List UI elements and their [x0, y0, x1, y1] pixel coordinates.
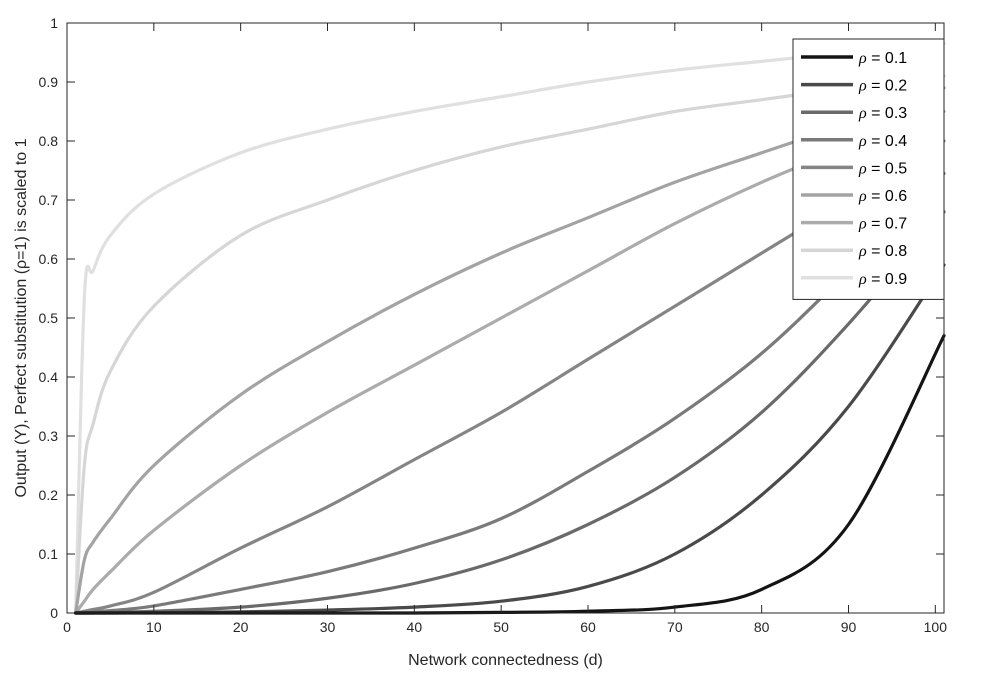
legend-box [792, 38, 945, 300]
y-tick-label: 0.5 [39, 310, 59, 326]
x-tick-label: 90 [841, 619, 857, 635]
x-tick-label: 50 [493, 619, 509, 635]
y-tick-label: 0.7 [39, 192, 59, 208]
x-tick-label: 0 [63, 619, 71, 635]
y-tick-label: 0.8 [39, 133, 59, 149]
y-tick-label: 0.3 [39, 428, 59, 444]
legend: ρ = 0.1 ρ = 0.2 ρ = 0.3 ρ = 0.4 ρ = 0.5 ρ = 0… [792, 38, 945, 300]
series-line-5 [74, 139, 946, 615]
series-line-9 [74, 42, 946, 615]
series-line-8 [74, 74, 946, 615]
y-tick-label: 0 [50, 605, 58, 621]
legend-entry: ρ = 0.4 [858, 133, 907, 150]
series-line-7 [74, 109, 946, 615]
x-tick-label: 80 [754, 619, 770, 635]
legend-entry: ρ = 0.7 [858, 216, 907, 233]
x-tick-label: 20 [233, 619, 249, 635]
x-axis-label: Network connectedness (d) [408, 652, 603, 669]
y-tick-label: 0.9 [39, 74, 59, 90]
y-axis-label: Output (Y), Perfect substitution (ρ=1) i… [13, 138, 30, 497]
legend-entry: ρ = 0.6 [858, 188, 907, 205]
y-tick-label: 0.6 [39, 251, 59, 267]
legend-entry: ρ = 0.3 [858, 105, 907, 122]
legend-entry: ρ = 0.2 [858, 78, 907, 95]
legend-entry: ρ = 0.9 [858, 271, 907, 288]
legend-entry: ρ = 0.5 [858, 160, 907, 177]
x-tick-label: 30 [320, 619, 336, 635]
y-tick-label: 0.1 [39, 546, 59, 562]
tick-layer: 0 10 20 30 40 50 60 70 80 90 100 0 0.1 0.2 0.3 0.4 0.5 0.… [39, 15, 948, 635]
x-tick-label: 100 [924, 619, 948, 635]
y-tick-label: 0.2 [39, 487, 59, 503]
x-tick-label: 10 [146, 619, 162, 635]
x-tick-label: 40 [407, 619, 423, 635]
legend-entry: ρ = 0.8 [858, 243, 907, 260]
series-line-6 [74, 86, 946, 615]
x-tick-label: 60 [580, 619, 596, 635]
legend-entry: ρ = 0.1 [858, 50, 907, 67]
x-tick-label: 70 [667, 619, 683, 635]
y-tick-label: 1 [50, 15, 58, 31]
y-tick-label: 0.4 [39, 369, 59, 385]
